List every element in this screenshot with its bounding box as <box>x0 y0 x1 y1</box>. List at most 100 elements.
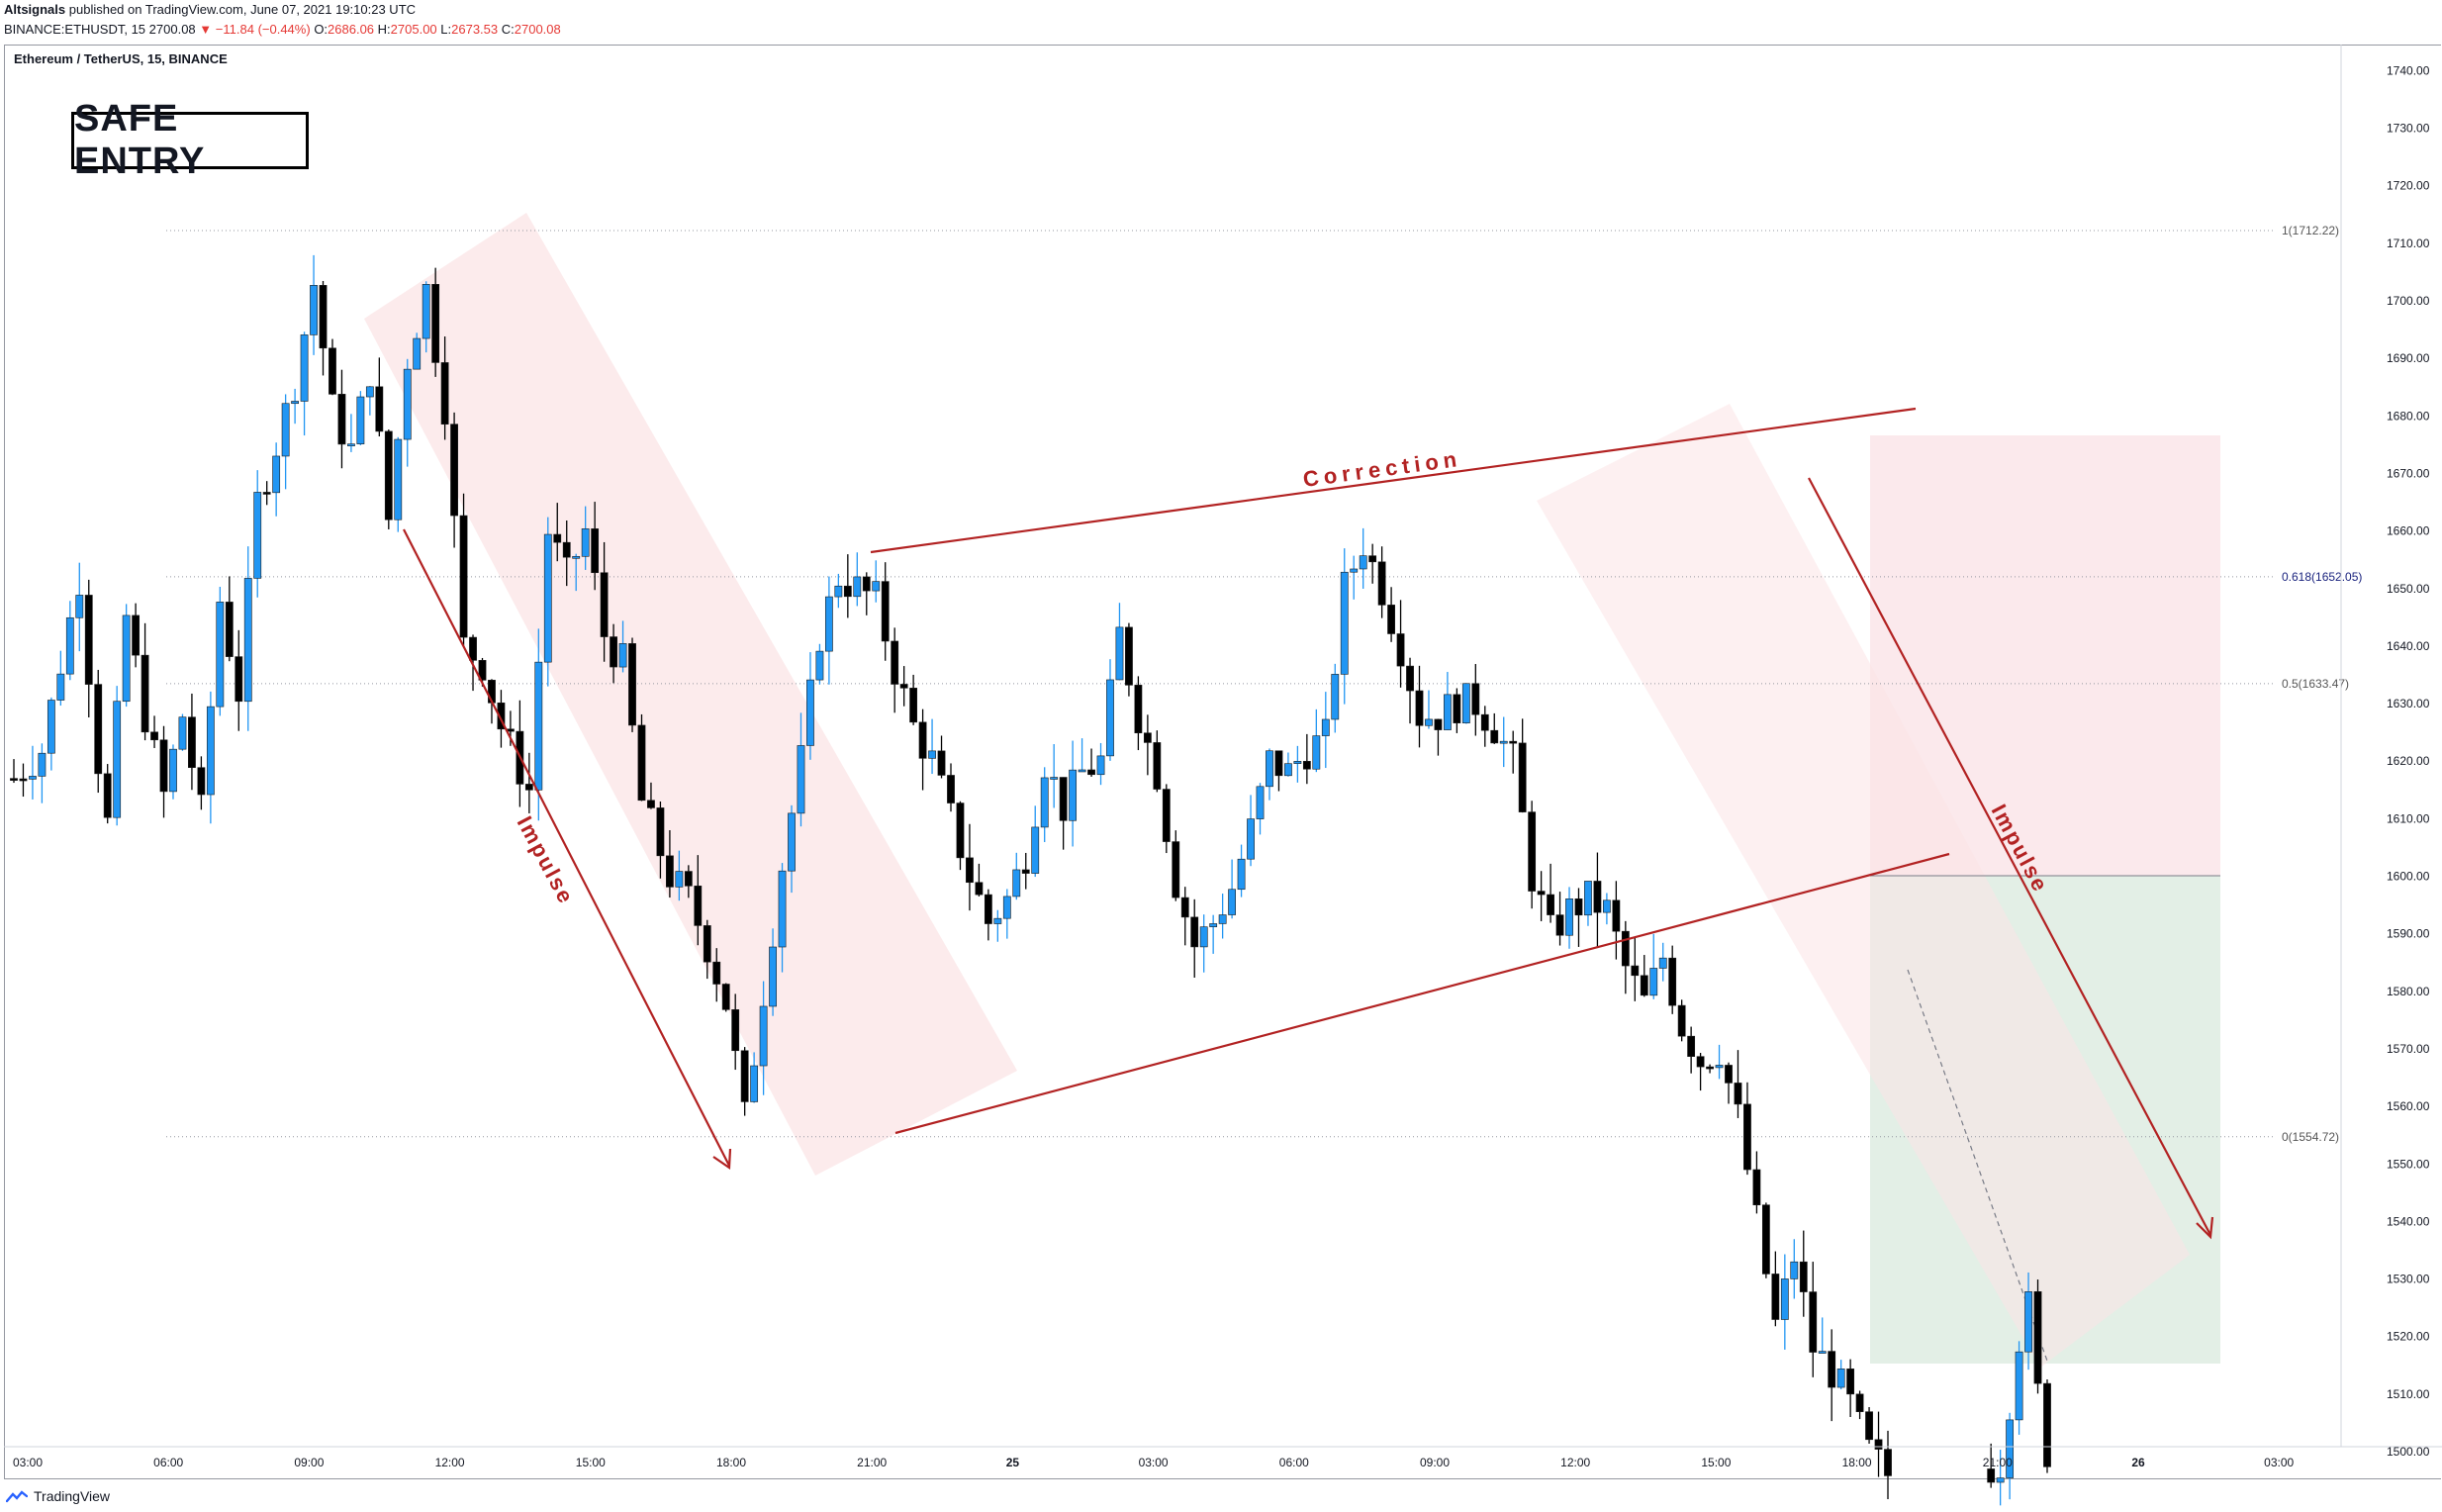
candle-body <box>1855 1393 1864 1412</box>
candle-body <box>1509 740 1518 744</box>
candle-body <box>1069 769 1078 821</box>
candle-body <box>956 803 965 859</box>
candle-body <box>310 285 318 335</box>
candle-body <box>1087 769 1095 776</box>
footer[interactable]: TradingView <box>6 1484 110 1508</box>
candle-body <box>975 882 984 896</box>
price-tick: 1720.00 <box>2387 179 2430 193</box>
candle-body <box>1078 769 1086 773</box>
published-text: published on TradingView.com, June 07, 2… <box>68 2 417 17</box>
candle-body <box>740 1050 749 1102</box>
candle-body <box>524 784 533 791</box>
candle-body <box>1312 735 1321 770</box>
candle-body <box>1387 605 1395 634</box>
candle-body <box>1518 742 1527 812</box>
fib-label: 0(1554.72) <box>2282 1130 2339 1144</box>
time-tick: 09:00 <box>1420 1456 1450 1469</box>
candle-body <box>918 721 927 759</box>
candle-body <box>778 870 787 948</box>
candle-body <box>694 886 703 926</box>
candle-body <box>1180 897 1189 918</box>
candle-body <box>253 492 262 579</box>
publisher-name[interactable]: Altsignals <box>4 2 66 17</box>
impulse-arrow-2 <box>1808 477 2211 1236</box>
candle-body <box>1603 899 1611 913</box>
price-change: −11.84 (−0.44%) <box>215 22 311 37</box>
footer-brand[interactable]: TradingView <box>34 1488 111 1504</box>
candle-body <box>1228 889 1236 915</box>
candle-body <box>647 800 655 808</box>
candle-body <box>1274 750 1283 777</box>
candle-body <box>347 443 355 446</box>
correction-lower-line <box>894 852 1950 1135</box>
candle-body <box>422 284 430 339</box>
candle-body <box>665 855 674 888</box>
candle-body <box>1096 755 1105 776</box>
candle-body <box>1631 965 1640 977</box>
candle-body <box>1537 891 1546 896</box>
candle-body <box>862 576 871 592</box>
candle-body <box>618 643 627 668</box>
candle-body <box>1209 923 1218 927</box>
price-tick: 1690.00 <box>2387 351 2430 365</box>
time-tick: 12:00 <box>1560 1456 1590 1469</box>
candle-body <box>403 368 412 440</box>
price-tick: 1660.00 <box>2387 524 2430 538</box>
time-tick: 06:00 <box>153 1456 183 1469</box>
price-tick: 1730.00 <box>2387 122 2430 136</box>
candle-body <box>103 773 112 818</box>
candle-body <box>47 700 55 754</box>
candle-body <box>1799 1261 1808 1292</box>
candle-body <box>1593 881 1602 913</box>
candle-body <box>1706 1066 1714 1070</box>
candle-body <box>815 650 824 681</box>
candle-body <box>628 643 636 726</box>
candle-body <box>75 595 84 618</box>
candle-body <box>1143 732 1152 743</box>
close-value: 2700.08 <box>514 22 561 37</box>
candle-body <box>1331 674 1340 720</box>
time-tick: 06:00 <box>1279 1456 1309 1469</box>
candle-body <box>1396 633 1405 667</box>
candle-body <box>703 925 711 963</box>
candle-body <box>272 455 281 494</box>
candle-body <box>1696 1056 1705 1068</box>
time-tick: 21:00 <box>1983 1456 2013 1469</box>
last-price: 2700.08 <box>148 22 196 37</box>
candle-body <box>2043 1382 2051 1467</box>
candle-body <box>1499 740 1508 744</box>
candle-body <box>1434 718 1443 730</box>
candle-body <box>1818 1351 1827 1354</box>
candle-body <box>966 857 974 884</box>
candle-body <box>1490 729 1499 744</box>
candle-body <box>937 750 946 776</box>
candle-body <box>984 894 992 924</box>
candle-body <box>197 767 206 796</box>
fib-levels-layer: 1(1712.22) 0.618(1652.05) 0.5(1633.47) 0(15… <box>166 224 2362 1144</box>
candle-body <box>1368 555 1377 563</box>
candle-body <box>94 684 103 775</box>
price-tick: 1580.00 <box>2387 985 2430 998</box>
candle-body <box>1321 718 1330 736</box>
candle-body <box>38 752 47 777</box>
candle-body <box>188 716 196 768</box>
price-tick: 1550.00 <box>2387 1157 2430 1171</box>
candle-body <box>1658 957 1667 969</box>
candle-body <box>1780 1278 1789 1320</box>
correction-label: Correction <box>1301 446 1462 492</box>
candle-body <box>225 602 234 657</box>
candle-body <box>440 362 449 425</box>
candle-body <box>1461 683 1470 723</box>
candle-body <box>1547 894 1554 915</box>
candle-body <box>413 337 422 370</box>
time-tick: 12:00 <box>435 1456 465 1469</box>
candle-body <box>65 616 74 675</box>
candle-body <box>1649 968 1658 996</box>
chart-frame[interactable] <box>4 45 2441 1479</box>
candle-body <box>1846 1369 1855 1395</box>
candle-body <box>1247 818 1255 860</box>
candle-body <box>1725 1065 1733 1084</box>
tradingview-logo-icon <box>6 1490 28 1503</box>
candle-body <box>1040 777 1049 828</box>
